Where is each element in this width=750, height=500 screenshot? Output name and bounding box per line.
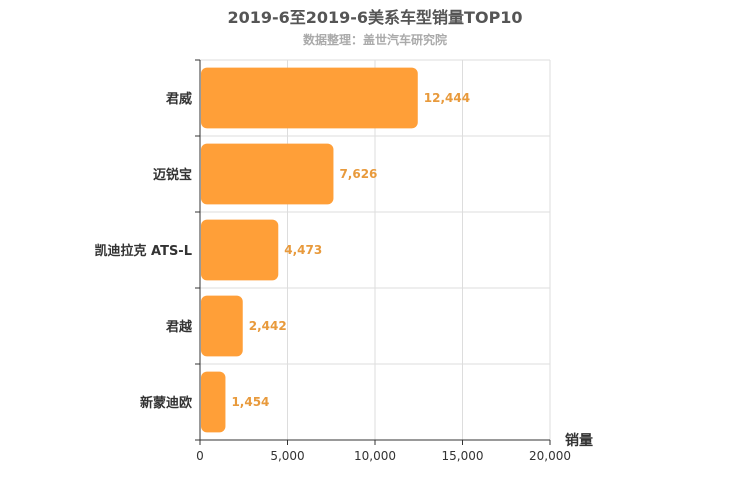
data-label-3: 2,442 (249, 319, 287, 333)
data-label-1: 7,626 (339, 167, 377, 181)
category-label-3: 君越 (166, 319, 193, 335)
x-tick-label-4: 20,000 (529, 449, 571, 463)
chart-title: 2019-6至2019-6美系车型销量TOP10 (227, 8, 523, 27)
x-tick-label-2: 10,000 (354, 449, 396, 463)
category-label-1: 迈锐宝 (153, 167, 192, 183)
bar-3 (201, 295, 243, 357)
bar-0 (201, 67, 418, 129)
data-label-2: 4,473 (284, 243, 322, 257)
bar-group (201, 67, 418, 433)
chart-subtitle: 数据整理：盖世汽车研究院 (302, 33, 447, 47)
bar-4 (201, 371, 226, 433)
x-tick-label-1: 5,000 (270, 449, 304, 463)
label-group: 12,444 君威 7,626 迈锐宝 4,473 凯迪拉克 ATS-L 2,442 君越 1,… (95, 91, 594, 463)
x-axis-title: 销量 (565, 432, 593, 449)
category-label-2: 凯迪拉克 ATS-L (95, 243, 193, 259)
bar-1 (201, 143, 334, 205)
x-tick-label-0: 0 (196, 449, 204, 463)
bar-2 (201, 219, 279, 281)
category-label-0: 君威 (166, 91, 192, 107)
axes (195, 59, 551, 445)
data-label-4: 1,454 (231, 395, 269, 409)
data-label-0: 12,444 (424, 91, 470, 105)
x-tick-label-3: 15,000 (442, 449, 484, 463)
category-label-4: 新蒙迪欧 (140, 395, 192, 411)
